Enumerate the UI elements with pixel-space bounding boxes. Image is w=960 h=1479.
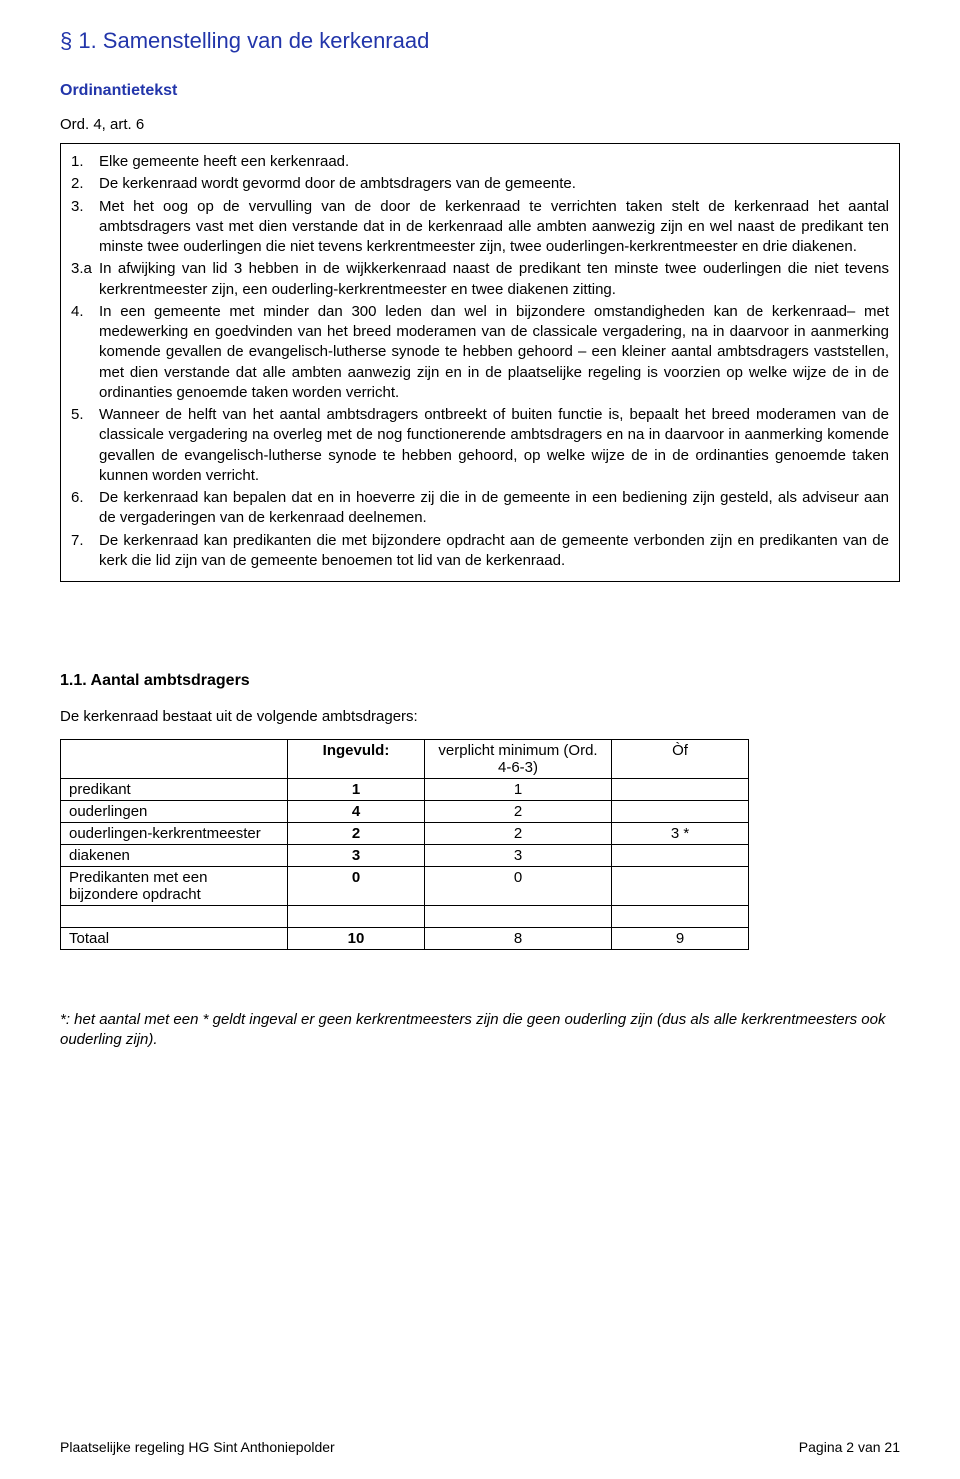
ord-item-text: De kerkenraad wordt gevormd door de ambt… xyxy=(99,174,889,194)
ord-item-num: 2. xyxy=(71,174,99,194)
table-header-blank xyxy=(61,740,288,779)
footer-right: Pagina 2 van 21 xyxy=(799,1439,900,1455)
row-ingevuld: 1 xyxy=(288,779,425,801)
ord-item-text: In afwijking van lid 3 hebben in de wijk… xyxy=(99,259,889,300)
row-min: 2 xyxy=(425,801,612,823)
row-ingevuld: 0 xyxy=(288,867,425,906)
row-label: ouderlingen-kerkrentmeester xyxy=(61,823,288,845)
ord-item-num: 4. xyxy=(71,302,99,403)
row-min: 3 xyxy=(425,845,612,867)
ord-item-text: Wanneer de helft van het aantal ambtsdra… xyxy=(99,405,889,486)
ord-item-num: 5. xyxy=(71,405,99,486)
total-label: Totaal xyxy=(61,928,288,950)
row-label: predikant xyxy=(61,779,288,801)
row-ingevuld: 4 xyxy=(288,801,425,823)
ord-item-text: Met het oog op de vervulling van de door… xyxy=(99,197,889,258)
section-heading: § 1. Samenstelling van de kerkenraad xyxy=(60,28,900,54)
table-row: predikant 1 1 xyxy=(61,779,749,801)
row-of xyxy=(612,801,749,823)
table-header-min: verplicht minimum (Ord. 4-6-3) xyxy=(425,740,612,779)
subsection-sentence: De kerkenraad bestaat uit de volgende am… xyxy=(60,708,900,725)
ord-item: 4. In een gemeente met minder dan 300 le… xyxy=(71,302,889,403)
table-header-of: Òf xyxy=(612,740,749,779)
footer-left: Plaatselijke regeling HG Sint Anthoniepo… xyxy=(60,1439,335,1455)
table-row: ouderlingen 4 2 xyxy=(61,801,749,823)
row-of: 3 * xyxy=(612,823,749,845)
ordinantie-subhead: Ordinantietekst xyxy=(60,82,900,100)
row-of xyxy=(612,845,749,867)
ord-reference: Ord. 4, art. 6 xyxy=(60,116,900,133)
table-row: Predikanten met een bijzondere opdracht … xyxy=(61,867,749,906)
row-of xyxy=(612,867,749,906)
row-min: 2 xyxy=(425,823,612,845)
ord-item-text: De kerkenraad kan bepalen dat en in hoev… xyxy=(99,488,889,529)
row-label: ouderlingen xyxy=(61,801,288,823)
table-row: diakenen 3 3 xyxy=(61,845,749,867)
ord-item: 2. De kerkenraad wordt gevormd door de a… xyxy=(71,174,889,194)
table-blank-row xyxy=(61,906,749,928)
ord-item-num: 3. xyxy=(71,197,99,258)
ord-item-num: 3.a xyxy=(71,259,99,300)
row-of xyxy=(612,779,749,801)
table-row: ouderlingen-kerkrentmeester 2 2 3 * xyxy=(61,823,749,845)
ord-item: 1. Elke gemeente heeft een kerkenraad. xyxy=(71,152,889,172)
page: § 1. Samenstelling van de kerkenraad Ord… xyxy=(0,0,960,1479)
ord-item: 5. Wanneer de helft van het aantal ambts… xyxy=(71,405,889,486)
table-header-ingevuld: Ingevuld: xyxy=(288,740,425,779)
page-footer: Plaatselijke regeling HG Sint Anthoniepo… xyxy=(60,1439,900,1455)
ord-item: 6. De kerkenraad kan bepalen dat en in h… xyxy=(71,488,889,529)
total-ingevuld: 10 xyxy=(288,928,425,950)
ord-item-num: 7. xyxy=(71,531,99,572)
ord-item: 3.a In afwijking van lid 3 hebben in de … xyxy=(71,259,889,300)
ord-item: 7. De kerkenraad kan predikanten die met… xyxy=(71,531,889,572)
row-label: diakenen xyxy=(61,845,288,867)
table-total-row: Totaal 10 8 9 xyxy=(61,928,749,950)
ord-item-num: 6. xyxy=(71,488,99,529)
row-min: 0 xyxy=(425,867,612,906)
row-ingevuld: 2 xyxy=(288,823,425,845)
table-header-row: Ingevuld: verplicht minimum (Ord. 4-6-3)… xyxy=(61,740,749,779)
row-min: 1 xyxy=(425,779,612,801)
footnote: *: het aantal met een * geldt ingeval er… xyxy=(60,1010,900,1051)
ord-item-num: 1. xyxy=(71,152,99,172)
ord-item-text: Elke gemeente heeft een kerkenraad. xyxy=(99,152,889,172)
row-ingevuld: 3 xyxy=(288,845,425,867)
total-min: 8 xyxy=(425,928,612,950)
ord-item-text: De kerkenraad kan predikanten die met bi… xyxy=(99,531,889,572)
ordinantie-box: 1. Elke gemeente heeft een kerkenraad. 2… xyxy=(60,143,900,582)
total-of: 9 xyxy=(612,928,749,950)
ambtsdragers-table: Ingevuld: verplicht minimum (Ord. 4-6-3)… xyxy=(60,739,749,950)
row-label: Predikanten met een bijzondere opdracht xyxy=(61,867,288,906)
subsection-heading: 1.1. Aantal ambtsdragers xyxy=(60,672,900,690)
ord-item: 3. Met het oog op de vervulling van de d… xyxy=(71,197,889,258)
ord-item-text: In een gemeente met minder dan 300 leden… xyxy=(99,302,889,403)
